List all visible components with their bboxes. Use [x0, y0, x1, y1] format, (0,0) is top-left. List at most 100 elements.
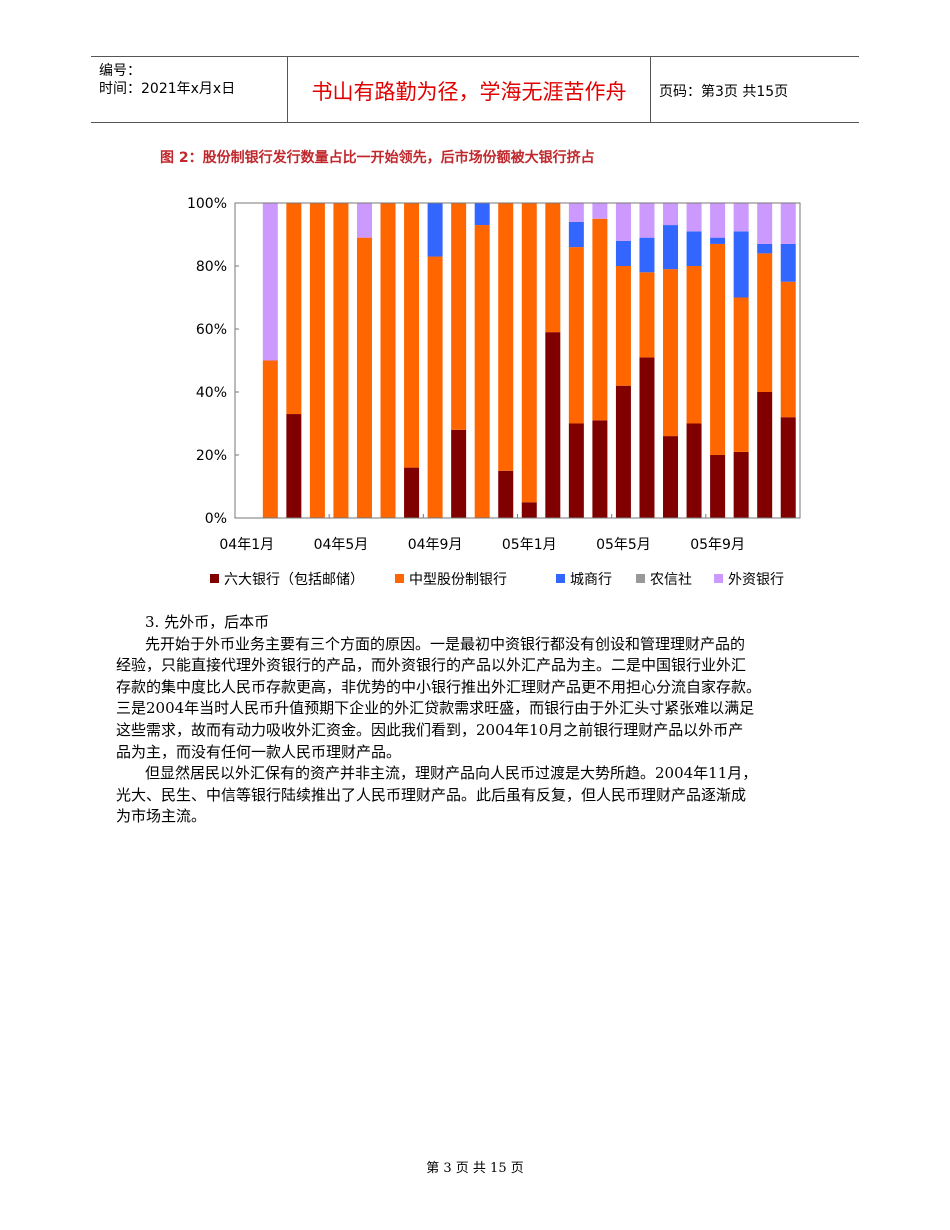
bar-segment [663, 203, 679, 226]
bar-segment [686, 203, 702, 232]
page-footer: 第 3 页 共 15 页 [426, 1161, 524, 1176]
x-tick-label: 04年1月 [219, 537, 274, 553]
header-page-info: 页码：第3页 共15页 [659, 84, 789, 100]
bar-segment [568, 423, 584, 518]
legend-label: 中型股份制银行 [409, 572, 507, 588]
bar-segment [710, 455, 726, 518]
bar-segment [780, 281, 796, 418]
y-tick-label: 40% [196, 385, 227, 401]
bar-segment [262, 203, 278, 361]
text-line: 存款的集中度比人民币存款更高，非优势的中小银行推出外汇理财产品更不用担心分流自家… [116, 677, 762, 696]
bar-segment [757, 203, 773, 244]
paragraph-2: 但显然居民以外汇保有的资产并非主流，理财产品向人民币过渡是大势所趋。2004年1… [116, 763, 836, 828]
bar-segment [733, 451, 749, 518]
header-top-rule [91, 56, 859, 57]
legend-label: 外资银行 [728, 572, 784, 588]
bar-segment [592, 203, 608, 219]
x-tick-label: 05年1月 [502, 537, 557, 553]
bar-segment [639, 203, 655, 238]
bar-segment [780, 203, 796, 244]
bar-segment [451, 429, 467, 518]
text-line: 光大、民生、中信等银行陆续推出了人民币理财产品。此后虽有反复，但人民币理财产品逐… [116, 785, 747, 804]
bar-segment [262, 360, 278, 518]
text-line: 三是2004年当时人民币升值预期下企业的外汇贷款需求旺盛，而银行由于外汇头寸紧张… [116, 699, 755, 718]
legend-label: 六大银行（包括邮储） [224, 572, 364, 588]
bar-segment [639, 357, 655, 518]
bar-segment [592, 420, 608, 518]
bar-segment [474, 225, 490, 519]
text-line: 品为主，而没有任何一款人民币理财产品。 [116, 742, 402, 761]
bar-segment [615, 240, 631, 266]
x-tick-label: 04年5月 [314, 537, 369, 553]
bar-segment [521, 203, 537, 503]
bar-segment [686, 266, 702, 424]
text-line: 为市场主流。 [116, 807, 207, 826]
bar-segment [404, 203, 420, 468]
paragraph-1: 先开始于外币业务主要有三个方面的原因。一是最初中资银行都没有创设和管理理财产品的… [116, 634, 836, 764]
bar-segment [286, 203, 302, 415]
bar-segment [356, 237, 372, 518]
bar-segment [639, 272, 655, 358]
bar-segment [427, 256, 443, 518]
text-line: 但显然居民以外汇保有的资产并非主流，理财产品向人民币过渡是大势所趋。2004年1… [145, 764, 758, 783]
header-bottom-rule [91, 122, 859, 123]
bar-segment [498, 470, 514, 518]
bar-segment [333, 203, 349, 518]
bar-segment [545, 203, 561, 333]
bar-segment [568, 221, 584, 248]
y-tick-label: 100% [187, 196, 227, 212]
bar-segment [404, 467, 420, 518]
bar-segment [615, 385, 631, 518]
y-tick-label: 20% [196, 448, 227, 464]
bar-segment [615, 266, 631, 386]
bar-segment [757, 243, 773, 254]
bar-segment [663, 436, 679, 518]
bar-segment [568, 247, 584, 424]
bar-segment [474, 203, 490, 226]
bar-segment [380, 203, 396, 518]
y-tick-label: 0% [205, 511, 227, 527]
stacked-bar-chart: 0% 20% 40% 60% 80% 100% 04年1月 04年5月 04年9月 05年1月 05… [187, 196, 801, 588]
bar-segment [663, 269, 679, 437]
bar-segment [710, 237, 726, 244]
legend-label: 农信社 [650, 572, 692, 588]
text-line: 这些需求，故而有动力吸收外汇资金。因此我们看到，2004年10月之前银行理财产品… [116, 720, 744, 739]
bar-segment [427, 203, 443, 257]
bar-segment [780, 417, 796, 518]
bar-segment [733, 297, 749, 452]
section-heading: 3. 先外币，后本币 [145, 613, 270, 631]
x-tick-label: 04年9月 [408, 537, 463, 553]
x-tick-label: 05年9月 [690, 537, 745, 553]
bar-segment [639, 237, 655, 273]
bar-segment [592, 218, 608, 421]
legend-swatch [210, 574, 219, 583]
bar-segment [780, 243, 796, 282]
bar-segment [757, 253, 773, 392]
document-number-label: 编号： [99, 63, 141, 79]
figure-title: 图 2：股份制银行发行数量占比一开始领先，后市场份额被大银行挤占 [160, 150, 595, 166]
bar-segment [733, 231, 749, 298]
legend-swatch [714, 574, 723, 583]
text-line: 先开始于外币业务主要有三个方面的原因。一是最初中资银行都没有创设和管理理财产品的 [145, 634, 746, 653]
body-text: 3. 先外币，后本币 先开始于外币业务主要有三个方面的原因。一是最初中资银行都没… [116, 612, 836, 828]
text-line: 经验，只能直接代理外资银行的产品，而外资银行的产品以外汇产品为主。二是中国银行业… [116, 656, 747, 675]
bar-segment [498, 203, 514, 471]
legend-swatch [556, 574, 565, 583]
bar-segment [545, 332, 561, 518]
header-divider [650, 57, 651, 122]
bar-segment [615, 203, 631, 241]
bar-segment [710, 203, 726, 238]
bar-segment [521, 502, 537, 518]
legend-swatch [395, 574, 404, 583]
bar-segment [757, 392, 773, 518]
bar-segment [451, 203, 467, 430]
legend-swatch [636, 574, 645, 583]
header-divider [287, 57, 288, 122]
bar-segment [686, 231, 702, 266]
legend-label: 城商行 [570, 572, 612, 588]
x-tick-label: 05年5月 [596, 537, 651, 553]
bar-segment [710, 243, 726, 455]
y-tick-label: 60% [196, 322, 227, 338]
bar-segment [309, 203, 325, 518]
